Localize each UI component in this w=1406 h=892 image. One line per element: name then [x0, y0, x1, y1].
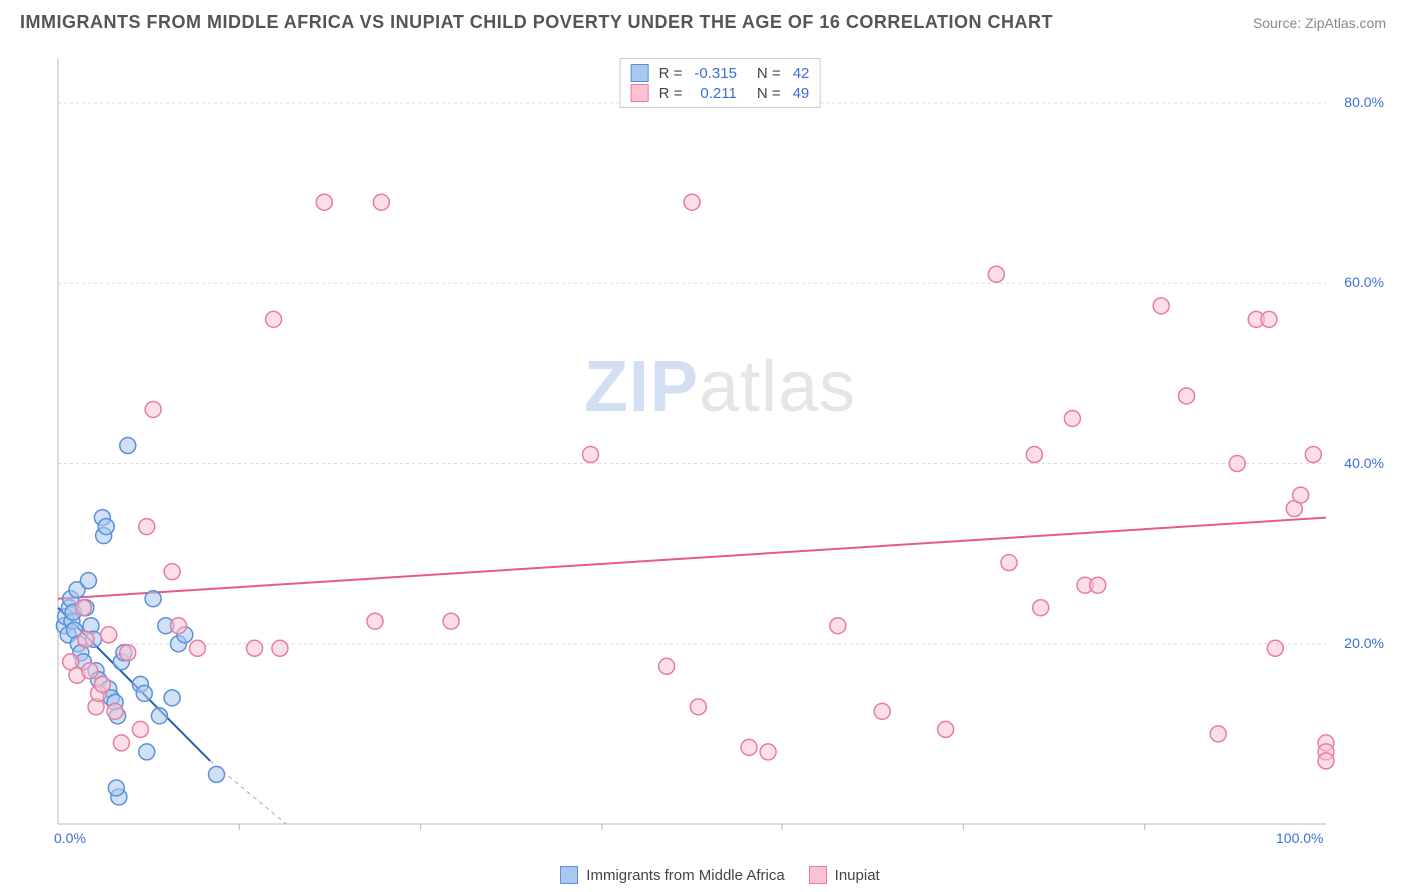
n-value-immigrants: 42: [793, 65, 810, 82]
series-legend-item: Immigrants from Middle Africa: [560, 866, 784, 884]
source-name: ZipAtlas.com: [1305, 15, 1386, 31]
correlation-legend-row: R = -0.315 N = 42: [631, 63, 810, 83]
x-tick-label: 100.0%: [1276, 830, 1323, 846]
y-tick-label: 40.0%: [1344, 455, 1384, 471]
legend-swatch-inupiat: [809, 866, 827, 884]
source-prefix: Source:: [1253, 15, 1305, 31]
series-label-immigrants: Immigrants from Middle Africa: [586, 867, 784, 884]
legend-swatch-immigrants: [560, 866, 578, 884]
source-label: Source: ZipAtlas.com: [1253, 15, 1386, 31]
x-tick-label: 0.0%: [54, 830, 86, 846]
chart-container: Child Poverty Under the Age of 16 ZIPatl…: [52, 52, 1388, 850]
chart-title: IMMIGRANTS FROM MIDDLE AFRICA VS INUPIAT…: [20, 12, 1053, 33]
r-label: R =: [659, 65, 683, 82]
y-tick-label: 20.0%: [1344, 635, 1384, 651]
n-label: N =: [757, 85, 781, 102]
y-tick-label: 60.0%: [1344, 274, 1384, 290]
series-label-inupiat: Inupiat: [835, 867, 880, 884]
correlation-legend: R = -0.315 N = 42 R = 0.211 N = 49: [620, 58, 821, 108]
n-label: N =: [757, 65, 781, 82]
r-label: R =: [659, 85, 683, 102]
y-tick-label: 80.0%: [1344, 94, 1384, 110]
correlation-legend-row: R = 0.211 N = 49: [631, 83, 810, 103]
n-value-inupiat: 49: [793, 85, 810, 102]
legend-swatch-immigrants: [631, 64, 649, 82]
legend-swatch-inupiat: [631, 84, 649, 102]
r-value-inupiat: 0.211: [700, 85, 736, 102]
header-bar: IMMIGRANTS FROM MIDDLE AFRICA VS INUPIAT…: [0, 0, 1406, 41]
r-value-immigrants: -0.315: [694, 65, 737, 82]
series-legend: Immigrants from Middle Africa Inupiat: [52, 866, 1388, 884]
scatter-plot: [52, 52, 1388, 850]
series-legend-item: Inupiat: [809, 866, 880, 884]
